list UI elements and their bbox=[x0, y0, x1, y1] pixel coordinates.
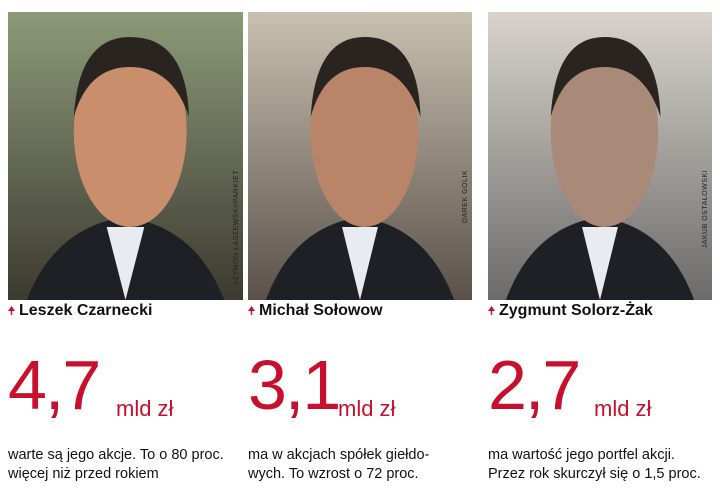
description: ma w akcjach spółek giełdo-wych. To wzro… bbox=[248, 446, 429, 484]
photo-image bbox=[8, 12, 243, 300]
person-column: DAREK GOLIK Michał Sołowow 3,1 mld zł ma w a… bbox=[248, 0, 472, 493]
person-column: SZYMON ŁASZEWSKI/PARKIET Leszek Czarnecki… bbox=[8, 0, 243, 493]
amount: 2,7 bbox=[488, 346, 581, 424]
description-line: warte są jego akcje. To o 80 proc. bbox=[8, 447, 224, 463]
amount-unit: mld zł bbox=[338, 396, 396, 421]
amount: 4,7 bbox=[8, 346, 101, 424]
portrait-photo bbox=[248, 12, 472, 300]
photo-image bbox=[488, 12, 712, 300]
description: ma wartość jego portfel akcji. Przez rok … bbox=[488, 446, 701, 484]
amount-unit: mld zł bbox=[594, 396, 652, 421]
person-name: Michał Sołowow bbox=[248, 302, 383, 320]
photo-image bbox=[248, 12, 472, 300]
person-name: Leszek Czarnecki bbox=[8, 302, 152, 320]
person-column: JAKUB OSTAŁOWSKI Zygmunt Solorz-Żak 2,7 mld… bbox=[488, 0, 712, 493]
amount-unit: mld zł bbox=[116, 396, 174, 421]
photo-credit: SZYMON ŁASZEWSKI/PARKIET bbox=[233, 170, 240, 286]
description: warte są jego akcje. To o 80 proc. więcej… bbox=[8, 446, 224, 484]
portrait-photo bbox=[488, 12, 712, 300]
description-line: ma wartość jego portfel akcji. bbox=[488, 447, 675, 463]
description-line: wych. To wzrost o 72 proc. bbox=[248, 466, 419, 482]
description-line: Przez rok skurczył się o 1,5 proc. bbox=[488, 466, 701, 482]
portrait-photo bbox=[8, 12, 243, 300]
amount: 3,1 bbox=[248, 346, 341, 424]
photo-credit: DAREK GOLIK bbox=[462, 170, 469, 223]
person-name: Zygmunt Solorz-Żak bbox=[488, 302, 653, 320]
description-line: ma w akcjach spółek giełdo- bbox=[248, 447, 430, 463]
description-line: więcej niż przed rokiem bbox=[8, 466, 159, 482]
photo-credit: JAKUB OSTAŁOWSKI bbox=[702, 170, 709, 249]
